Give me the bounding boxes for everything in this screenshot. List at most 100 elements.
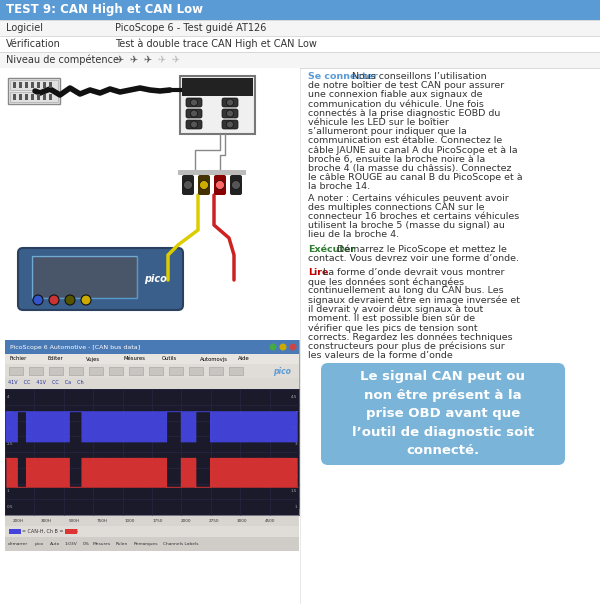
Text: que les données sont échangées: que les données sont échangées — [308, 277, 464, 287]
FancyBboxPatch shape — [13, 94, 16, 100]
FancyBboxPatch shape — [186, 109, 202, 118]
Text: les valeurs de la forme d’onde: les valeurs de la forme d’onde — [308, 351, 453, 360]
FancyBboxPatch shape — [29, 367, 43, 375]
FancyBboxPatch shape — [198, 175, 210, 195]
FancyBboxPatch shape — [222, 109, 238, 118]
Text: Vérification: Vérification — [6, 39, 61, 49]
FancyBboxPatch shape — [189, 367, 203, 375]
FancyBboxPatch shape — [0, 0, 600, 20]
FancyBboxPatch shape — [5, 354, 299, 364]
Text: ✈: ✈ — [129, 55, 137, 65]
Text: véhicule les LED sur le boîtier: véhicule les LED sur le boîtier — [308, 118, 449, 127]
FancyBboxPatch shape — [13, 82, 16, 88]
Circle shape — [227, 110, 233, 117]
FancyBboxPatch shape — [10, 80, 58, 90]
Text: La forme d’onde devrait vous montrer: La forme d’onde devrait vous montrer — [323, 268, 504, 277]
FancyBboxPatch shape — [186, 120, 202, 129]
FancyBboxPatch shape — [222, 98, 238, 107]
Text: 3: 3 — [7, 426, 10, 431]
Text: Démarrez le PicoScope et mettez le: Démarrez le PicoScope et mettez le — [337, 245, 507, 254]
Circle shape — [269, 344, 277, 350]
FancyBboxPatch shape — [25, 82, 28, 88]
FancyBboxPatch shape — [129, 367, 143, 375]
Text: des multiples connections CAN sur le: des multiples connections CAN sur le — [308, 203, 485, 212]
FancyBboxPatch shape — [5, 340, 299, 508]
FancyBboxPatch shape — [0, 68, 300, 604]
FancyBboxPatch shape — [5, 526, 299, 537]
Text: signaux devraient être en image inversée et: signaux devraient être en image inversée… — [308, 295, 520, 305]
Text: moment. Il est possible bien sûr de: moment. Il est possible bien sûr de — [308, 314, 475, 323]
FancyBboxPatch shape — [182, 78, 253, 96]
FancyBboxPatch shape — [214, 175, 226, 195]
Circle shape — [290, 344, 296, 350]
Text: 2: 2 — [7, 458, 10, 462]
Bar — [65, 529, 77, 534]
FancyBboxPatch shape — [10, 92, 58, 102]
Text: Logiciel: Logiciel — [6, 23, 43, 33]
FancyBboxPatch shape — [31, 94, 34, 100]
FancyBboxPatch shape — [222, 120, 238, 129]
FancyBboxPatch shape — [5, 515, 299, 526]
Text: 4: 4 — [7, 395, 10, 399]
Text: il devrait y avoir deux signaux à tout: il devrait y avoir deux signaux à tout — [308, 305, 483, 314]
Text: 200H: 200H — [13, 518, 24, 522]
Circle shape — [184, 181, 193, 190]
Text: ✈: ✈ — [143, 55, 151, 65]
Text: Mésures: Mésures — [124, 356, 146, 362]
Text: Se connecter: Se connecter — [308, 72, 378, 81]
Bar — [9, 529, 21, 534]
Circle shape — [65, 295, 75, 305]
Circle shape — [199, 181, 209, 190]
Circle shape — [280, 344, 287, 350]
Text: pico: pico — [273, 367, 291, 376]
Text: Outils: Outils — [162, 356, 177, 362]
Text: utilisent la broche 5 (masse du signal) au: utilisent la broche 5 (masse du signal) … — [308, 221, 505, 230]
Text: 2.5: 2.5 — [7, 442, 14, 446]
Text: Channels Labels: Channels Labels — [163, 542, 199, 546]
Text: connectés à la prise diagnostic EOBD du: connectés à la prise diagnostic EOBD du — [308, 109, 500, 118]
Text: une connexion fiable aux signaux de: une connexion fiable aux signaux de — [308, 91, 482, 100]
Text: Ch A = CAN-H, Ch B = Ch4B: Ch A = CAN-H, Ch B = Ch4B — [9, 529, 78, 534]
Text: connecteur 16 broches et certains véhicules: connecteur 16 broches et certains véhicu… — [308, 212, 519, 221]
Text: pico: pico — [34, 542, 43, 546]
Text: 1.5: 1.5 — [7, 474, 13, 478]
Text: Remarques: Remarques — [134, 542, 158, 546]
Text: 4500: 4500 — [265, 518, 275, 522]
FancyBboxPatch shape — [182, 175, 194, 195]
Text: Auto: Auto — [50, 542, 60, 546]
Text: pico: pico — [144, 274, 167, 284]
Text: Niveau de compétence: Niveau de compétence — [6, 55, 119, 65]
FancyBboxPatch shape — [0, 36, 600, 52]
Text: Test à double trace CAN High et CAN Low: Test à double trace CAN High et CAN Low — [115, 39, 317, 50]
FancyBboxPatch shape — [18, 248, 183, 310]
Text: broche 6, ensuite la broche noire à la: broche 6, ensuite la broche noire à la — [308, 155, 485, 164]
FancyBboxPatch shape — [5, 537, 299, 551]
Text: 2: 2 — [295, 474, 297, 478]
Text: Aide: Aide — [238, 356, 250, 362]
Circle shape — [33, 295, 43, 305]
Text: 2750: 2750 — [209, 518, 220, 522]
Text: 1750: 1750 — [153, 518, 163, 522]
Text: corrects. Regardez les données techniques: corrects. Regardez les données technique… — [308, 332, 512, 342]
Text: 300H: 300H — [41, 518, 52, 522]
Text: Editer: Editer — [48, 356, 64, 362]
Text: Nous conseillons l’utilisation: Nous conseillons l’utilisation — [352, 72, 487, 81]
Text: le câble ROUGE au canal B du PicoScope et à: le câble ROUGE au canal B du PicoScope e… — [308, 173, 523, 182]
Text: PicoScope 6 - Test guidé AT126: PicoScope 6 - Test guidé AT126 — [115, 23, 266, 33]
Circle shape — [215, 181, 224, 190]
Text: Vujes: Vujes — [86, 356, 100, 362]
FancyBboxPatch shape — [89, 367, 103, 375]
Text: 2.5: 2.5 — [290, 458, 297, 462]
Text: 41V    CC    41V    CC    Ca    Ch: 41V CC 41V CC Ca Ch — [8, 381, 83, 385]
FancyBboxPatch shape — [25, 94, 28, 100]
Text: Le signal CAN peut ou
non être présent à la
prise OBD avant que
l’outil de diagn: Le signal CAN peut ou non être présent à… — [352, 370, 534, 457]
Text: 2000: 2000 — [181, 518, 191, 522]
FancyBboxPatch shape — [49, 82, 52, 88]
Text: 1.5: 1.5 — [290, 489, 297, 493]
Circle shape — [227, 99, 233, 106]
Text: PicoScope 6 Automotive - [CAN bus data]: PicoScope 6 Automotive - [CAN bus data] — [10, 344, 140, 350]
FancyBboxPatch shape — [229, 367, 243, 375]
Text: 3.5: 3.5 — [7, 411, 14, 414]
Text: Rulen: Rulen — [116, 542, 128, 546]
FancyBboxPatch shape — [180, 76, 255, 134]
